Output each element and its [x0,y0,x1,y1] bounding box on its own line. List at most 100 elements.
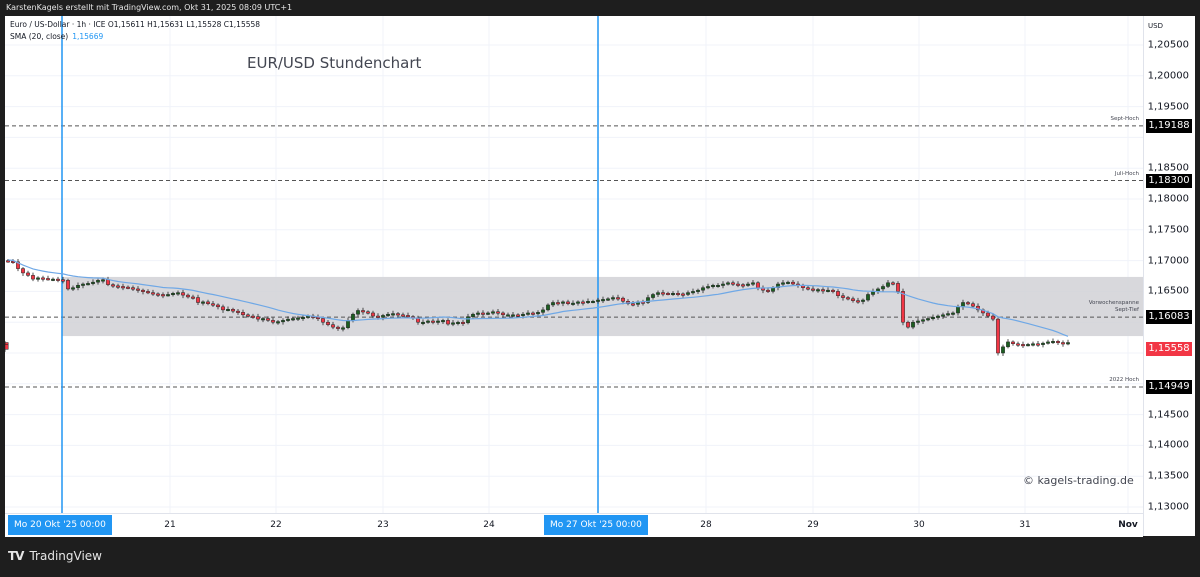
candle-up [716,284,720,287]
candle-down [141,289,145,292]
candle-down [146,291,150,294]
price-tick: 1,13000 [1147,501,1189,513]
candle-up [456,321,460,324]
time-scale[interactable]: 21 22 23 24 28 29 30 31 Nov Mo 20 Okt '25 00:00 Mo… [5,513,1143,537]
candle-down [971,303,975,307]
candle-down [5,342,9,345]
candle-up [1041,342,1045,345]
level-label: 2022 Hoch [1109,376,1139,383]
candle-down [331,324,335,328]
candle-up [561,301,565,304]
candle-down [991,315,995,320]
session-date-badge: Mo 20 Okt '25 00:00 [8,515,112,535]
candle-up [291,318,295,321]
price-tick: 1,17000 [1147,255,1189,267]
sma-line [7,259,1069,337]
candle-down [66,280,70,290]
candle-up [296,317,300,320]
candle-down [321,318,325,323]
candle-up [346,320,350,328]
candle-down [631,303,635,306]
candle-up [696,289,700,292]
candle-down [846,297,850,300]
candle-up [451,322,455,325]
candle-up [941,314,945,317]
candle-down [241,312,245,316]
candle-down [406,315,410,318]
tradingview-footer: TV TradingView [8,549,102,563]
candle-up [421,321,425,324]
candle-up [866,294,870,301]
candle-up [1006,341,1010,348]
price-tick: 1,20000 [1147,70,1189,82]
time-tick: 23 [377,520,389,530]
candle-up [81,283,85,286]
price-tick: 1,13500 [1147,470,1189,482]
candle-up [746,283,750,286]
candle-up [576,301,580,304]
sma-value: 1,15669 [72,32,104,41]
time-tick: 28 [700,520,712,530]
candle-up [436,320,440,323]
currency-label[interactable]: USD [1148,22,1163,30]
candle-down [621,297,625,302]
candle-up [701,287,705,291]
candle-down [26,272,30,276]
candle-up [36,277,40,280]
candle-down [901,291,905,323]
candle-down [376,315,380,318]
candle-down [461,321,465,324]
candle-down [136,288,140,291]
candle-down [501,312,505,316]
time-tick: 22 [270,520,282,530]
symbol-legend[interactable]: Euro / US-Dollar · 1h · ICE O1,15611 H1,… [10,20,261,29]
candle-down [821,289,825,292]
sma-label: SMA (20, close) [10,32,69,41]
candle-down [361,310,365,313]
candle-up [76,284,80,288]
candle-down [756,282,760,288]
price-scale[interactable]: USD 1,20500 1,20000 1,19500 1,18500 1,18000 1… [1143,16,1195,536]
candle-down [891,282,895,285]
level-label: Sept-Hoch [1110,115,1139,122]
candle-down [851,298,855,301]
candle-up [471,313,475,317]
candle-down [731,282,735,285]
candle-down [681,293,685,296]
candle-down [61,279,65,282]
candle-up [726,282,730,285]
candle-down [256,316,260,320]
candle-up [1051,341,1055,344]
candle-up [441,320,445,323]
sma-legend[interactable]: SMA (20, close) 1,15669 [10,32,103,41]
candle-down [806,287,810,290]
candle-down [481,312,485,315]
candle-up [386,313,390,316]
candle-up [91,281,95,284]
time-tick: 24 [483,520,495,530]
candle-up [1001,346,1005,354]
candle-down [191,296,195,299]
candle-down [336,326,340,329]
candle-down [251,315,255,318]
plot-area[interactable]: Euro / US-Dollar · 1h · ICE O1,15611 H1,… [5,16,1143,513]
last-price-label: 1,15558 [1146,342,1192,357]
candle-down [581,301,585,304]
candle-up [816,289,820,292]
candle-down [1021,344,1025,347]
level-price-label: 1,14949 [1146,379,1192,394]
candle-up [686,292,690,295]
candle-up [521,313,525,316]
candle-down [1036,343,1040,346]
candle-down [206,301,210,304]
candle-up [171,292,175,295]
tradingview-logo-icon: TV [8,549,25,563]
candle-up [166,294,170,297]
price-tick: 1,18000 [1147,193,1189,205]
candle-down [231,309,235,312]
candle-down [31,275,35,280]
candle-up [86,283,90,286]
candle-up [391,313,395,316]
candle-up [586,301,590,304]
candle-down [161,294,165,297]
